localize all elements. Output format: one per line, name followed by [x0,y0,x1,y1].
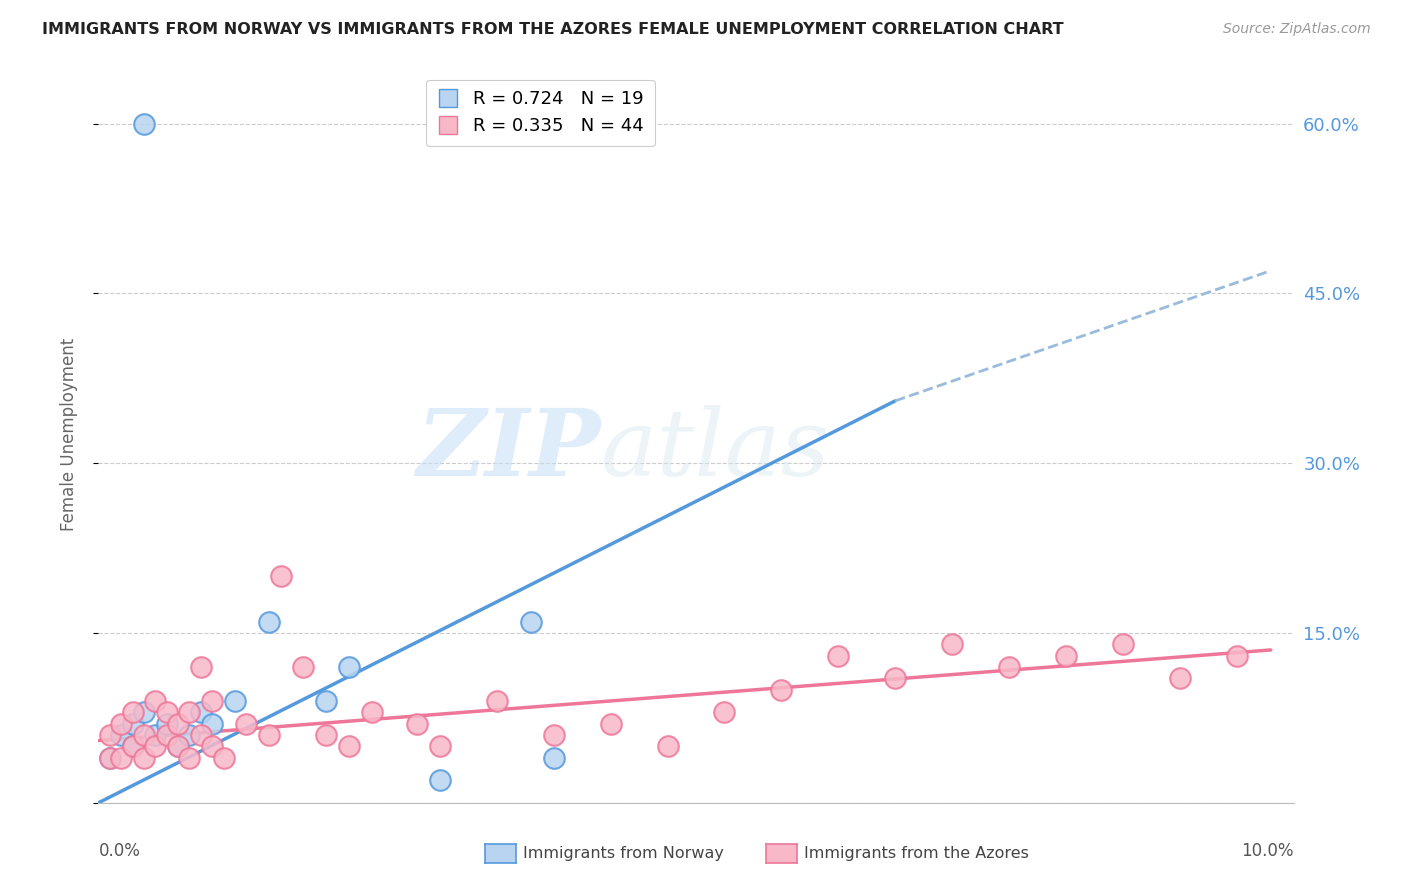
Point [599,716,621,731]
Point [98,750,121,764]
Point [132,705,155,719]
Point [360,705,382,719]
Point [167,739,190,754]
Point [190,705,212,719]
Point [257,728,280,742]
Point [156,705,179,719]
Point [121,739,143,754]
Text: 10.0%: 10.0% [1241,842,1294,860]
Point [179,705,201,719]
Point [257,615,280,629]
Point [1112,637,1135,651]
Text: 0.0%: 0.0% [98,842,141,860]
Point [941,637,963,651]
Point [167,716,190,731]
Point [884,671,907,685]
Legend: R = 0.724   N = 19, R = 0.335   N = 44: R = 0.724 N = 19, R = 0.335 N = 44 [426,79,655,146]
Point [337,739,360,754]
Point [110,728,132,742]
Point [1226,648,1249,663]
Point [212,750,235,764]
Point [143,694,166,708]
Point [485,694,508,708]
Point [121,705,143,719]
Text: Immigrants from the Azores: Immigrants from the Azores [804,847,1029,861]
Point [429,773,451,788]
Text: Immigrants from Norway: Immigrants from Norway [523,847,724,861]
Point [543,728,565,742]
Point [406,716,429,731]
Point [998,660,1021,674]
Point [110,750,132,764]
Point [292,660,315,674]
Point [1054,648,1077,663]
Point [156,716,179,731]
Point [201,694,224,708]
Point [713,705,735,719]
Text: atlas: atlas [600,405,830,494]
Point [132,750,155,764]
Point [543,750,565,764]
Point [121,739,143,754]
Point [179,728,201,742]
Point [657,739,679,754]
Point [315,728,337,742]
Text: ZIP: ZIP [416,405,600,494]
Point [201,716,224,731]
Point [143,739,166,754]
Point [179,750,201,764]
Text: Source: ZipAtlas.com: Source: ZipAtlas.com [1223,22,1371,37]
Point [167,739,190,754]
Point [520,615,543,629]
Point [132,116,155,130]
Point [132,728,155,742]
Point [827,648,849,663]
Point [270,569,292,583]
Point [190,728,212,742]
Point [190,660,212,674]
Point [235,716,257,731]
Point [156,728,179,742]
Point [121,716,143,731]
Point [201,739,224,754]
Point [143,728,166,742]
Point [770,682,793,697]
Y-axis label: Female Unemployment: Female Unemployment [59,338,77,532]
Point [110,716,132,731]
Point [224,694,246,708]
Point [1168,671,1191,685]
Point [429,739,451,754]
Point [315,694,337,708]
Text: IMMIGRANTS FROM NORWAY VS IMMIGRANTS FROM THE AZORES FEMALE UNEMPLOYMENT CORRELA: IMMIGRANTS FROM NORWAY VS IMMIGRANTS FRO… [42,22,1064,37]
Point [98,750,121,764]
Point [337,660,360,674]
Point [98,728,121,742]
